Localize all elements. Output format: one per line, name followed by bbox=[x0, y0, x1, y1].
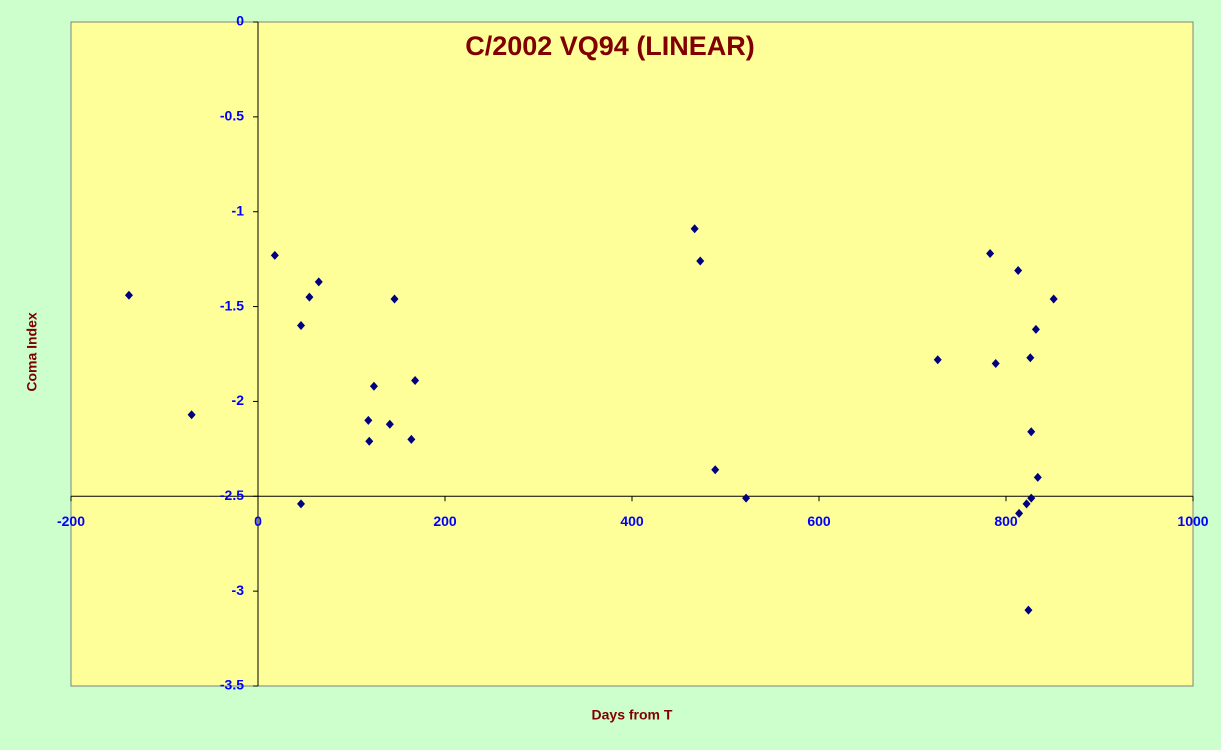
point bbox=[1031, 324, 1040, 334]
point bbox=[369, 381, 378, 391]
point bbox=[297, 321, 306, 331]
y-axis-label: Coma Index bbox=[24, 312, 40, 392]
point bbox=[187, 410, 196, 420]
x-tick-label: 600 bbox=[807, 513, 831, 529]
point bbox=[933, 355, 942, 365]
y-tick-label: -0.5 bbox=[220, 108, 244, 124]
point bbox=[711, 465, 720, 475]
x-tick-label: 800 bbox=[994, 513, 1018, 529]
x-tick-label: 0 bbox=[254, 513, 262, 529]
point bbox=[365, 436, 374, 446]
point bbox=[385, 419, 394, 429]
x-tick-label: -200 bbox=[57, 513, 85, 529]
point bbox=[314, 277, 323, 287]
x-axis-label: Days from T bbox=[592, 707, 673, 723]
point bbox=[364, 415, 373, 425]
point bbox=[1027, 427, 1036, 437]
point bbox=[390, 294, 399, 304]
y-tick-label: -1 bbox=[232, 202, 245, 218]
point bbox=[411, 376, 420, 386]
y-tick-label: -2.5 bbox=[220, 487, 244, 503]
x-tick-label: 400 bbox=[620, 513, 644, 529]
point bbox=[690, 224, 699, 234]
point bbox=[297, 499, 306, 509]
y-tick-label: -2 bbox=[232, 392, 245, 408]
point bbox=[1027, 493, 1036, 503]
point bbox=[1049, 294, 1058, 304]
point bbox=[991, 358, 1000, 368]
point bbox=[305, 292, 314, 302]
point bbox=[1024, 605, 1033, 615]
point bbox=[696, 256, 705, 266]
chart-title: C/2002 VQ94 (LINEAR) bbox=[465, 31, 755, 61]
point bbox=[270, 250, 279, 260]
point bbox=[986, 248, 995, 258]
x-tick-label: 1000 bbox=[1177, 513, 1208, 529]
x-tick-label: 200 bbox=[433, 513, 457, 529]
y-tick-label: -3 bbox=[232, 582, 245, 598]
y-tick-label: 0 bbox=[236, 13, 244, 29]
point bbox=[124, 290, 133, 300]
point bbox=[1014, 266, 1023, 276]
point bbox=[1015, 508, 1024, 518]
point bbox=[407, 434, 416, 444]
point bbox=[1022, 499, 1031, 509]
y-tick-label: -1.5 bbox=[220, 297, 244, 313]
point bbox=[742, 493, 751, 503]
point bbox=[1033, 472, 1042, 482]
point bbox=[1026, 353, 1035, 363]
y-tick-label: -3.5 bbox=[220, 677, 244, 693]
